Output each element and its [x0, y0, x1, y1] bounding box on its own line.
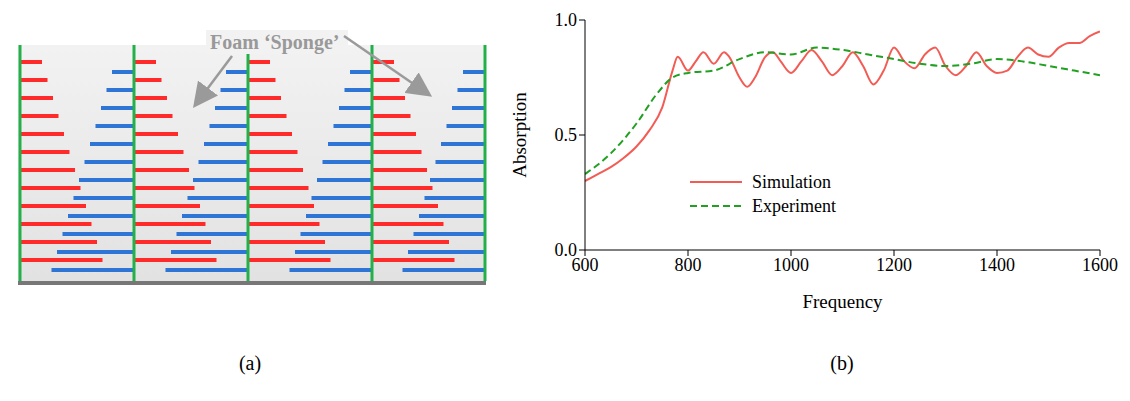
svg-text:Foam ‘Sponge’: Foam ‘Sponge’: [210, 31, 339, 54]
svg-text:0.5: 0.5: [555, 125, 578, 145]
svg-text:Frequency: Frequency: [802, 291, 883, 312]
svg-text:800: 800: [675, 255, 702, 275]
html-text:Simulation: Simulation: [752, 171, 831, 192]
svg-text:1.0: 1.0: [555, 10, 578, 30]
svg-text:Absorption: Absorption: [509, 92, 530, 178]
svg-text:1000: 1000: [773, 255, 809, 275]
html-text:(a): (a): [238, 352, 262, 374]
svg-text:0.0: 0.0: [555, 240, 578, 260]
html-text:(b): (b): [830, 352, 854, 374]
svg-text:1600: 1600: [1082, 255, 1118, 275]
svg-text:1400: 1400: [979, 255, 1015, 275]
html-text:Experiment: Experiment: [752, 195, 836, 216]
svg-text:600: 600: [571, 254, 599, 275]
svg-text:1200: 1200: [876, 255, 912, 275]
